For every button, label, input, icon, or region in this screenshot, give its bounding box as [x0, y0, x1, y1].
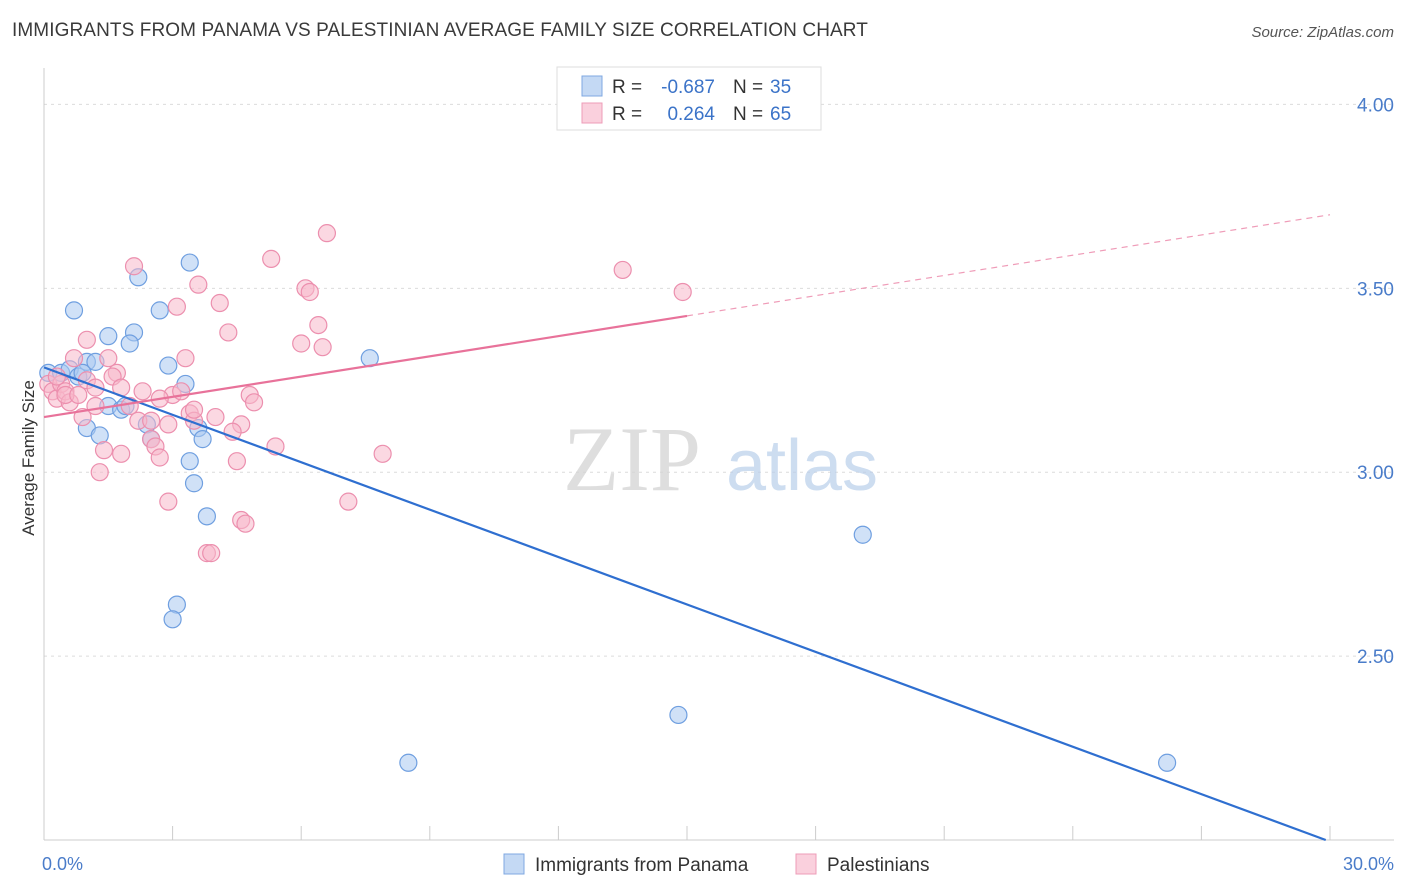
point-s1-57	[133, 382, 152, 401]
point-s1-39	[124, 257, 144, 276]
trend-line-s1	[43, 314, 688, 419]
point-s1-64	[142, 411, 161, 430]
point-s1-59	[184, 400, 204, 419]
point-s1-52	[613, 260, 632, 280]
point-s1-32	[262, 249, 281, 268]
point-s1-56	[112, 444, 131, 463]
trend-line-extension-s1	[686, 214, 1331, 317]
stats-legend-r-value-1: -0.687	[661, 77, 715, 98]
trend-lines	[43, 214, 1331, 842]
point-s1-36	[313, 338, 332, 357]
stats-legend-r-value-2: 0.264	[667, 104, 715, 125]
point-s1-35	[309, 315, 328, 335]
watermark: ZIP atlas	[563, 408, 878, 510]
y-tick-label-1: 3.50	[1357, 279, 1394, 300]
point-s1-50	[339, 492, 358, 511]
point-s1-11	[73, 407, 92, 427]
stats-legend-n-label-2: N =	[733, 104, 763, 125]
point-s1-13	[99, 349, 118, 368]
point-s1-48	[202, 544, 221, 563]
point-s1-38	[292, 334, 311, 353]
point-s0-27	[197, 507, 216, 526]
chart-title: IMMIGRANTS FROM PANAMA VS PALESTINIAN AV…	[12, 20, 868, 41]
y-tick-label-2: 3.00	[1357, 463, 1394, 484]
stats-legend-swatch-pink	[581, 102, 603, 124]
y-tick-label-0: 4.00	[1357, 95, 1394, 116]
point-s1-44	[227, 452, 246, 471]
point-s0-24	[193, 430, 212, 449]
point-s1-63	[64, 349, 84, 368]
point-s0-25	[180, 452, 199, 471]
point-s1-21	[150, 448, 169, 467]
point-s1-54	[90, 463, 109, 482]
point-s1-34	[300, 282, 319, 302]
watermark-zip: ZIP	[563, 408, 701, 510]
point-s1-49	[159, 492, 178, 511]
point-s0-34	[1158, 753, 1177, 772]
point-s0-5	[64, 301, 84, 320]
point-s1-51	[373, 444, 392, 463]
point-s1-27	[176, 349, 195, 368]
point-s0-26	[184, 474, 204, 493]
point-s0-10	[120, 334, 139, 353]
point-s1-30	[210, 293, 229, 313]
series-legend-swatch-panama	[503, 853, 525, 875]
point-s1-8	[69, 385, 88, 405]
series-legend: Immigrants from Panama Palestinians	[503, 853, 929, 876]
watermark-atlas: atlas	[726, 426, 878, 506]
series-legend-label-palestinians: Palestinians	[827, 855, 929, 876]
point-s0-13	[180, 253, 199, 272]
grid-lines	[44, 103, 1394, 657]
series-legend-label-panama: Immigrants from Panama	[535, 855, 749, 876]
stats-legend-n-value-2: 65	[770, 104, 791, 125]
point-s1-28	[167, 297, 186, 316]
point-s1-17	[120, 396, 139, 416]
point-s1-37	[317, 224, 337, 243]
point-s0-11	[150, 301, 169, 320]
y-axis-label: Average Family Size	[19, 380, 38, 536]
stats-legend-r-label-2: R =	[612, 104, 642, 125]
stats-legend-n-value-1: 35	[770, 77, 791, 98]
y-tick-labels: 4.00 3.50 3.00 2.50	[1357, 95, 1394, 668]
point-s0-9	[99, 327, 118, 346]
point-s1-10	[86, 378, 105, 397]
point-s0-32	[669, 705, 688, 725]
point-s1-29	[189, 275, 208, 294]
x-tick-min-label: 0.0%	[42, 854, 83, 874]
series-legend-swatch-palestinians	[795, 853, 817, 875]
stats-legend-r-label-1: R =	[612, 77, 642, 98]
y-tick-label-3: 2.50	[1357, 647, 1394, 668]
point-s1-46	[236, 514, 255, 533]
point-s1-53	[673, 282, 692, 302]
source-credit: Source: ZipAtlas.com	[1251, 24, 1394, 41]
point-s0-31	[853, 525, 872, 544]
data-points	[39, 224, 1177, 772]
point-s1-22	[159, 415, 178, 434]
point-s1-62	[86, 396, 105, 416]
axes	[43, 68, 1394, 841]
point-s1-12	[77, 330, 96, 349]
stats-legend-n-label-1: N =	[733, 77, 763, 98]
point-s1-60	[206, 407, 225, 427]
point-s0-29	[163, 610, 182, 629]
point-s1-31	[219, 323, 238, 342]
point-s1-41	[244, 393, 264, 412]
point-s1-6	[47, 367, 66, 386]
stats-legend-swatch-blue	[581, 75, 603, 97]
trend-line-s0	[43, 366, 1327, 842]
stats-legend: R = -0.687 N = 35 R = 0.264 N = 65	[556, 66, 822, 131]
point-s1-55	[94, 441, 114, 460]
x-tick-max-label: 30.0%	[1343, 854, 1394, 874]
point-s0-33	[399, 753, 418, 772]
point-s0-14	[159, 356, 178, 375]
